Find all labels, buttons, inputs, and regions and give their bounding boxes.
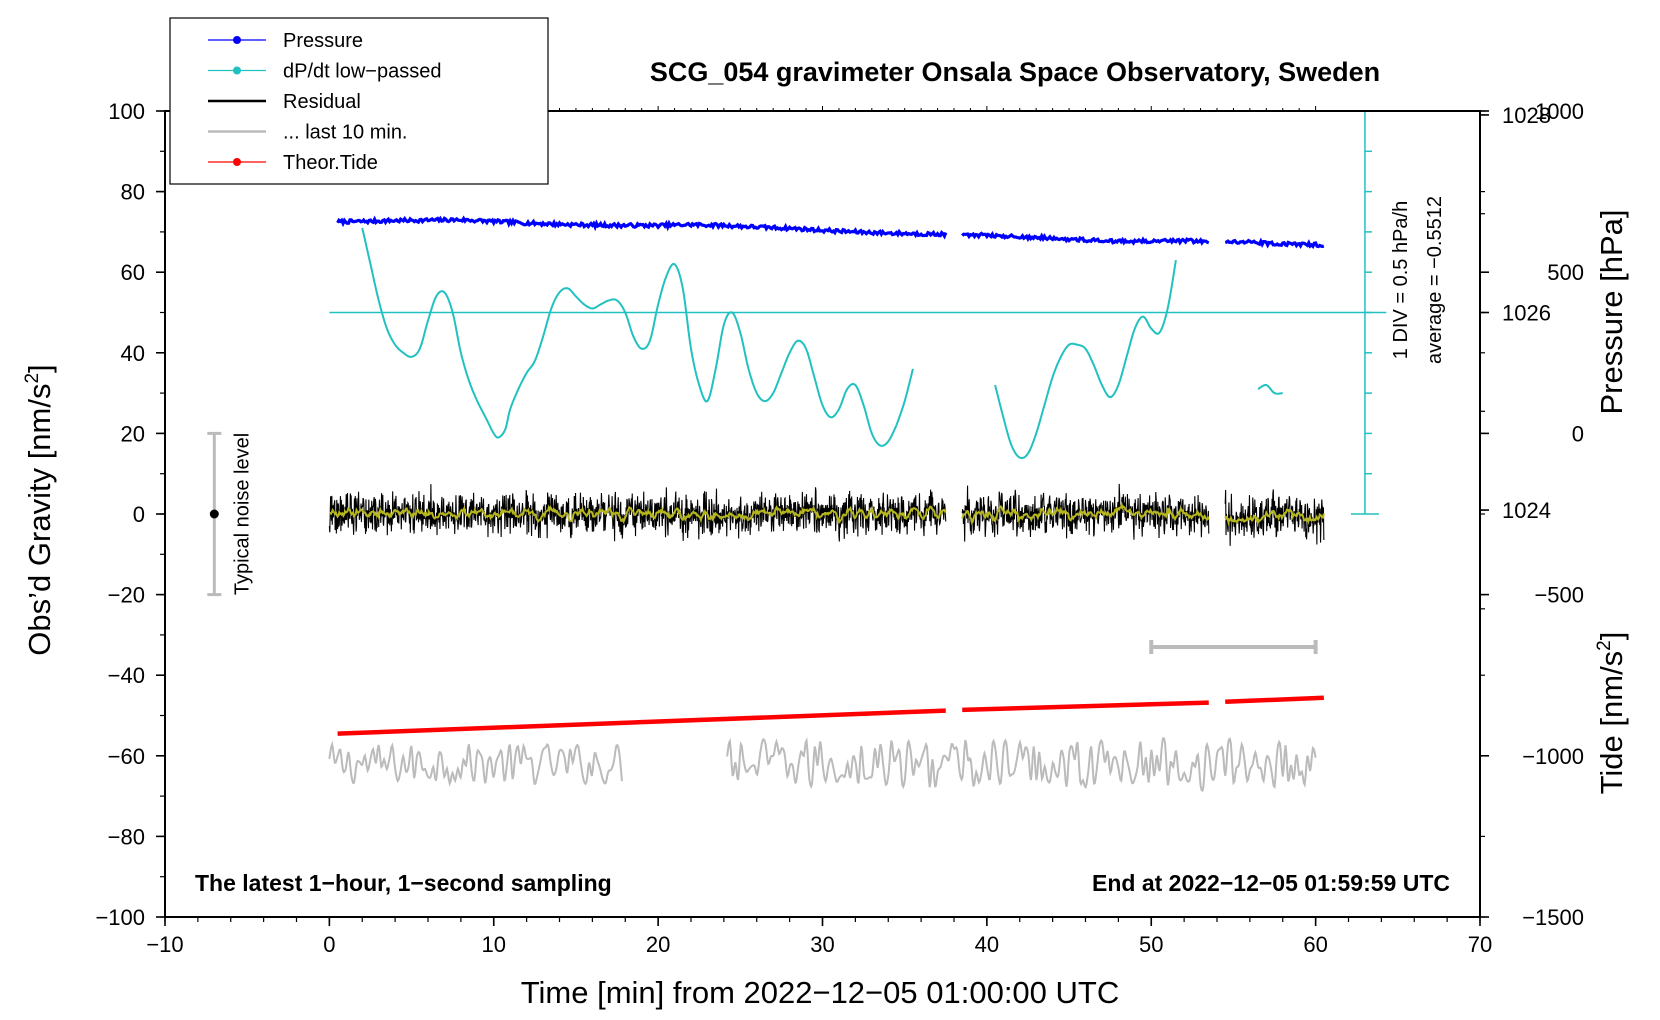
y-tick-label: 80	[121, 180, 145, 205]
tide-line-segment-2	[1225, 695, 1324, 705]
legend-label-2: Residual	[283, 91, 361, 113]
pressure-line-segment-0	[336, 215, 948, 240]
tide-tick-label: −1000	[1522, 744, 1584, 769]
noise-bar-center-dot	[209, 509, 219, 519]
pressure-line-segment-2	[1224, 237, 1325, 250]
annotation-layer: 1 DIV = 0.5 hPa/h average = −0.5512 Typica…	[207, 110, 1446, 654]
dpdt-line-segment-1	[895, 368, 914, 426]
y-axis-title-gravity-end: ]	[22, 364, 57, 373]
series-residual	[328, 483, 1325, 546]
y-axis-title-tide-sup: 2	[1594, 640, 1615, 651]
y-tick-label: −80	[108, 824, 145, 849]
residual-line-segment-0	[328, 484, 947, 542]
x-tick-label: 0	[323, 932, 335, 957]
y-axis-title-pressure: Pressure [hPa]	[1594, 209, 1629, 414]
dpdt-line-segment-3	[1257, 384, 1283, 395]
x-tick-label: 70	[1468, 932, 1492, 957]
tide-tick-label: −500	[1534, 583, 1584, 608]
tide-line-segment-1	[962, 700, 1209, 713]
dpdt-div-label: 1 DIV = 0.5 hPa/h	[1390, 201, 1412, 359]
last10-line-segment-1	[726, 736, 1317, 793]
x-tick-label: 40	[975, 932, 999, 957]
residual-smoothed-line-segment-2	[1224, 508, 1325, 527]
x-tick-label: 50	[1139, 932, 1163, 957]
tide-tick-label: 0	[1572, 421, 1584, 446]
x-tick-label: −10	[146, 932, 183, 957]
x-tick-label: 10	[482, 932, 506, 957]
y-tick-label: −60	[108, 744, 145, 769]
caption-bottom-right: End at 2022−12−05 01:59:59 UTC	[1092, 870, 1450, 896]
y-tick-label: −40	[108, 663, 145, 688]
legend-marker-1	[233, 66, 241, 75]
y-tick-label: 60	[121, 260, 145, 285]
dpdt-line-segment-2	[994, 259, 1177, 460]
y-tick-label: −100	[95, 905, 145, 930]
pressure-line-segment-1	[961, 230, 1210, 246]
y-axis-title-gravity-main: Obs’d Gravity [nm/s	[22, 384, 57, 656]
residual-line-segment-2	[1224, 489, 1325, 546]
tide-tick-label: 1000	[1535, 99, 1584, 124]
residual-line-segment-1	[961, 483, 1210, 542]
pressure-tick-label: 1024	[1502, 498, 1551, 523]
x-tick-label: 60	[1303, 932, 1327, 957]
y-tick-label: 20	[121, 421, 145, 446]
x-tick-label: 30	[810, 932, 834, 957]
plot-area: 1 DIV = 0.5 hPa/h average = −0.5512 Typica…	[207, 110, 1446, 793]
pressure-tick-label: 1026	[1502, 301, 1551, 326]
tide-line-segment-0	[337, 708, 946, 736]
y-tick-label: 0	[133, 502, 145, 527]
dpdt-average-label: average = −0.5512	[1424, 196, 1446, 364]
y-tick-label: 100	[108, 99, 145, 124]
y-axis-title-gravity-sup: 2	[22, 373, 43, 384]
x-tick-label: 20	[646, 932, 670, 957]
y-tick-label: −20	[108, 583, 145, 608]
caption-bottom-left: The latest 1−hour, 1−second sampling	[195, 870, 612, 896]
residual-smoothed-line-segment-0	[328, 504, 947, 526]
series-pressure	[336, 215, 1325, 250]
y-axis-title-tide: Tide [nm/s2]	[1594, 632, 1629, 795]
x-axis-title: Time [min] from 2022−12−05 01:00:00 UTC	[521, 975, 1120, 1010]
tide-tick-label: 500	[1547, 260, 1584, 285]
legend-label-3: ... last 10 min.	[283, 122, 408, 144]
y-axis-title-tide-main: Tide [nm/s	[1594, 651, 1629, 795]
legend-marker-4	[233, 158, 241, 166]
legend-label-1: dP/dt low−passed	[283, 61, 441, 83]
y-tick-label: 40	[121, 341, 145, 366]
legend-label-4: Theor.Tide	[283, 152, 378, 174]
legend-label-0: Pressure	[283, 30, 363, 52]
legend-marker-0	[233, 36, 241, 44]
noise-level-label: Typical noise level	[231, 433, 253, 595]
series-last-10-min	[328, 736, 1317, 793]
last10-line-segment-0	[328, 740, 623, 787]
residual-smoothed-line-segment-1	[961, 500, 1210, 526]
y-axis-title-gravity: Obs’d Gravity [nm/s2]	[22, 364, 57, 655]
axes: −10 0 10 20 30 40 50 60 70100806040200−20−40−60−…	[95, 99, 1584, 957]
legend: Pressure dP/dt low−passed Residual ... last…	[169, 17, 549, 185]
series-theoretical-tide	[337, 695, 1324, 736]
y-axis-title-tide-end: ]	[1594, 632, 1629, 641]
pressure-tick-label: 1028	[1502, 103, 1551, 128]
tide-tick-label: −1500	[1522, 905, 1584, 930]
chart-title: SCG_054 gravimeter Onsala Space Observat…	[650, 57, 1380, 87]
